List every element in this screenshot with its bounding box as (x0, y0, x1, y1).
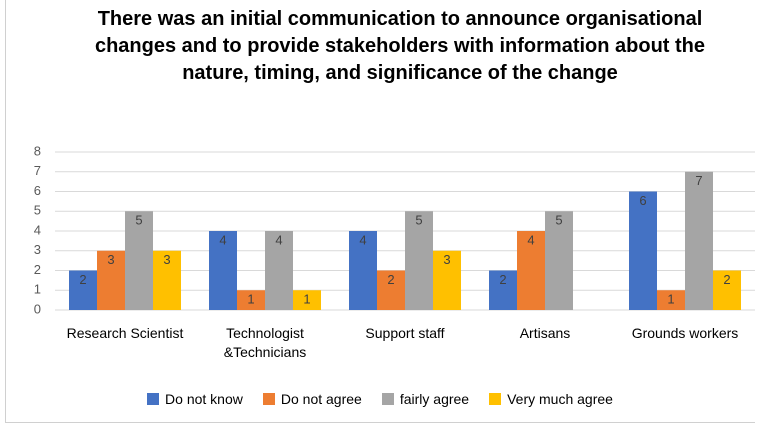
bar (489, 270, 517, 310)
data-label: 4 (219, 232, 226, 247)
data-label: 3 (107, 252, 114, 267)
bar (209, 231, 237, 310)
bar (125, 211, 153, 310)
bar (265, 231, 293, 310)
x-tick-label: Artisans (519, 325, 571, 341)
legend-swatch (489, 393, 502, 405)
data-label: 2 (499, 272, 506, 287)
bar (657, 290, 685, 310)
legend-swatch (147, 393, 160, 405)
legend-label: Very much agree (507, 391, 613, 407)
x-tick-label: Technologist &Technicians (223, 325, 307, 360)
legend-item: Do not know (147, 391, 243, 407)
y-tick-label: 4 (34, 222, 41, 237)
bar (685, 171, 713, 310)
bar (517, 231, 545, 310)
bar (349, 231, 377, 310)
legend-item: Very much agree (489, 391, 613, 407)
bar (713, 270, 741, 310)
data-label: 4 (527, 232, 534, 247)
y-tick-label: 5 (34, 203, 41, 218)
bar (433, 250, 461, 310)
bar (377, 270, 405, 310)
bar (293, 290, 321, 310)
data-label: 2 (79, 272, 86, 287)
bar (153, 250, 181, 310)
y-tick-label: 7 (34, 163, 41, 178)
y-tick-label: 6 (34, 183, 41, 198)
x-tick-label: Research Scientist (66, 325, 184, 341)
data-label: 1 (247, 292, 254, 307)
data-label: 4 (275, 232, 282, 247)
legend-label: Do not agree (280, 391, 362, 407)
y-tick-label: 2 (34, 262, 41, 277)
chart-frame (5, 0, 755, 423)
y-tick-label: 8 (34, 143, 41, 158)
legend-item: fairly agree (381, 391, 470, 407)
legend-swatch (262, 393, 275, 405)
legend-label: fairly agree (399, 391, 470, 407)
bar (629, 191, 657, 310)
legend-label: Do not know (165, 391, 243, 407)
legend: Do not know Do not agree fairly agree Very … (0, 391, 760, 407)
data-label: 2 (723, 272, 730, 287)
data-label: 1 (303, 292, 310, 307)
bar (237, 290, 265, 310)
data-label: 7 (695, 173, 702, 188)
bar (69, 270, 97, 310)
data-label: 6 (639, 193, 646, 208)
x-tick-label: Grounds workers (631, 325, 739, 341)
legend-swatch (381, 393, 394, 405)
data-label: 2 (387, 272, 394, 287)
bar (97, 250, 125, 310)
bar (405, 211, 433, 310)
y-tick-label: 3 (34, 242, 41, 257)
legend-item: Do not agree (262, 391, 362, 407)
chart-title: There was an initial communication to an… (94, 8, 706, 84)
x-tick-label: Support staff (365, 325, 445, 341)
y-tick-label: 0 (34, 301, 41, 316)
data-label: 4 (359, 232, 366, 247)
data-label: 5 (135, 213, 142, 228)
data-label: 5 (555, 213, 562, 228)
data-label: 3 (163, 252, 170, 267)
y-tick-label: 1 (34, 282, 41, 297)
data-label: 5 (415, 213, 422, 228)
data-label: 1 (667, 292, 674, 307)
bar (545, 211, 573, 310)
data-label: 3 (443, 252, 450, 267)
